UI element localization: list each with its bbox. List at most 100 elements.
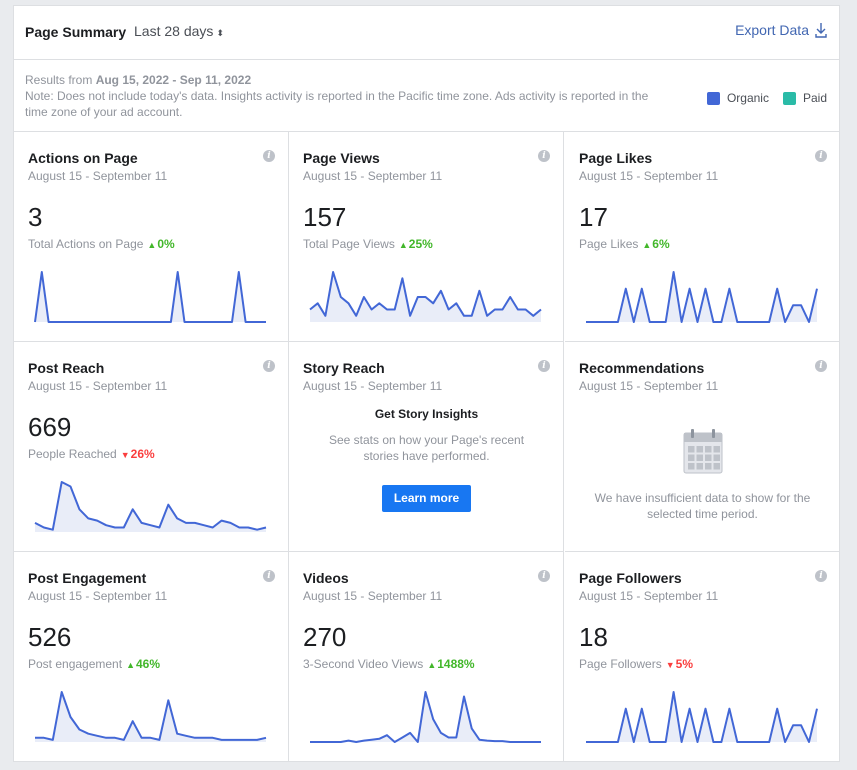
triangle-up-icon: ▲: [427, 660, 437, 670]
triangle-up-icon: ▲: [642, 240, 652, 250]
sparkline-chart: [586, 271, 818, 323]
sparkline-line: [586, 691, 818, 743]
card-title[interactable]: Actions on Page: [28, 150, 138, 166]
metric-change: 25%: [408, 237, 433, 251]
insufficient-data-text: We have insufficient data to show for th…: [594, 491, 811, 521]
info-icon[interactable]: i: [538, 360, 550, 372]
card-date-range: August 15 - September 11: [28, 379, 168, 393]
sparkline-chart: [310, 691, 541, 743]
card-title[interactable]: Page Views: [303, 150, 380, 166]
story-insights-text: See stats on how your Page's recent stor…: [328, 433, 525, 463]
page-summary-panel: Page Summary Last 28 days ⬍ Export Data R…: [13, 5, 840, 762]
triangle-up-icon: ▲: [147, 240, 157, 250]
metric-value: 157: [303, 202, 347, 232]
info-icon[interactable]: i: [538, 150, 550, 162]
legend-label: Paid: [802, 91, 827, 105]
summary-header: Page Summary Last 28 days ⬍ Export Data: [14, 6, 839, 60]
sparkline-line: [34, 271, 266, 323]
metric-label: Post engagement: [28, 657, 123, 671]
legend-swatch: [706, 91, 720, 105]
card-date-range: August 15 - September 11: [303, 589, 443, 603]
metric-value: 17: [579, 202, 608, 232]
metric-value: 526: [28, 622, 72, 652]
card-date-range: August 15 - September 11: [579, 589, 719, 603]
metric-change: 1488%: [437, 657, 475, 671]
card-date-range: August 15 - September 11: [28, 589, 168, 603]
metric-card-videos: Videos August 15 - September 11 i 270 3-Seco…: [289, 552, 564, 762]
export-data-label: Export Data: [735, 22, 809, 38]
results-prefix: Results from: [25, 73, 96, 87]
metric-label: Page Followers: [579, 657, 662, 671]
metric-subtitle: Post engagement ▲46%: [28, 657, 160, 671]
learn-more-button[interactable]: Learn more: [382, 485, 471, 512]
card-title[interactable]: Videos: [303, 570, 349, 586]
metric-change: 26%: [130, 447, 155, 461]
metric-change: 0%: [157, 237, 175, 251]
card-date-range: August 15 - September 11: [579, 169, 719, 183]
period-dropdown[interactable]: Last 28 days ⬍: [134, 23, 224, 39]
sparkline-area: [586, 272, 817, 322]
metric-subtitle: Total Actions on Page ▲0%: [28, 237, 175, 251]
sort-arrows-icon: ⬍: [216, 28, 224, 38]
note-text: Note: Does not include today's data. Ins…: [25, 89, 649, 119]
sparkline-line: [310, 691, 541, 743]
metric-value: 270: [303, 622, 347, 652]
sparkline-line: [34, 481, 267, 531]
card-title[interactable]: Page Followers: [579, 570, 682, 586]
info-row: Results from Aug 15, 2022 - Sep 11, 2022…: [14, 61, 839, 132]
sparkline-chart: [34, 481, 267, 532]
export-data-button[interactable]: Export Data: [735, 22, 827, 38]
calendar-icon: [683, 428, 723, 479]
metric-card-page-followers: Page Followers August 15 - September 11 i 1…: [565, 552, 840, 762]
metric-label: Page Likes: [579, 237, 639, 251]
metric-subtitle: Page Followers ▼5%: [579, 657, 693, 671]
metric-subtitle: People Reached ▼26%: [28, 447, 155, 461]
triangle-down-icon: ▼: [665, 660, 675, 670]
metric-card-post-engagement: Post Engagement August 15 - September 11 i…: [14, 552, 289, 762]
info-icon[interactable]: i: [263, 150, 275, 162]
info-icon[interactable]: i: [815, 360, 827, 372]
triangle-down-icon: ▼: [120, 450, 130, 460]
sparkline-area: [35, 272, 266, 322]
metric-card-page-likes: Page Likes August 15 - September 11 i 17 Pag…: [565, 132, 840, 342]
legend-label: Organic: [726, 91, 769, 105]
card-title[interactable]: Post Engagement: [28, 570, 147, 586]
metric-change: 46%: [136, 657, 161, 671]
results-note: Results from Aug 15, 2022 - Sep 11, 2022…: [25, 72, 665, 120]
sparkline-line: [309, 271, 542, 317]
sparkline-line: [35, 691, 267, 741]
info-icon[interactable]: i: [815, 570, 827, 582]
info-icon[interactable]: i: [263, 360, 275, 372]
info-icon[interactable]: i: [815, 150, 827, 162]
story-insights-heading: Get Story Insights: [374, 407, 479, 421]
metric-card-actions-on-page: Actions on Page August 15 - September 11 i…: [14, 132, 289, 342]
page-title: Page Summary: [25, 24, 127, 40]
sparkline-chart: [309, 271, 542, 322]
results-range: Aug 15, 2022 - Sep 11, 2022: [95, 73, 252, 87]
info-icon[interactable]: i: [263, 570, 275, 582]
info-icon[interactable]: i: [538, 570, 550, 582]
card-title[interactable]: Post Reach: [28, 360, 105, 376]
period-label: Last 28 days: [134, 23, 214, 39]
triangle-up-icon: ▲: [126, 660, 135, 670]
legend-item-organic: Organic: [706, 91, 769, 105]
metric-label: 3-Second Video Views: [303, 657, 424, 671]
metric-subtitle: Total Page Views ▲25%: [303, 237, 433, 251]
metric-value: 669: [28, 412, 72, 442]
metric-value: 3: [28, 202, 43, 232]
card-title[interactable]: Story Reach: [303, 360, 385, 376]
card-title[interactable]: Page Likes: [579, 150, 653, 166]
legend-swatch: [782, 91, 796, 105]
sparkline-chart: [34, 271, 266, 323]
card-date-range: August 15 - September 11: [303, 169, 443, 183]
metric-value: 18: [579, 622, 608, 652]
card-title[interactable]: Recommendations: [579, 360, 705, 376]
card-date-range: August 15 - September 11: [303, 379, 443, 393]
sparkline-area: [586, 692, 817, 742]
metric-card-page-views: Page Views August 15 - September 11 i 157 To…: [289, 132, 564, 342]
metric-subtitle: Page Likes ▲6%: [579, 237, 670, 251]
metric-card-post-reach: Post Reach August 15 - September 11 i 669 Pe…: [14, 342, 289, 552]
metric-subtitle: 3-Second Video Views ▲1488%: [303, 657, 475, 671]
metric-change: 5%: [675, 657, 693, 671]
metric-label: Total Page Views: [303, 237, 395, 251]
